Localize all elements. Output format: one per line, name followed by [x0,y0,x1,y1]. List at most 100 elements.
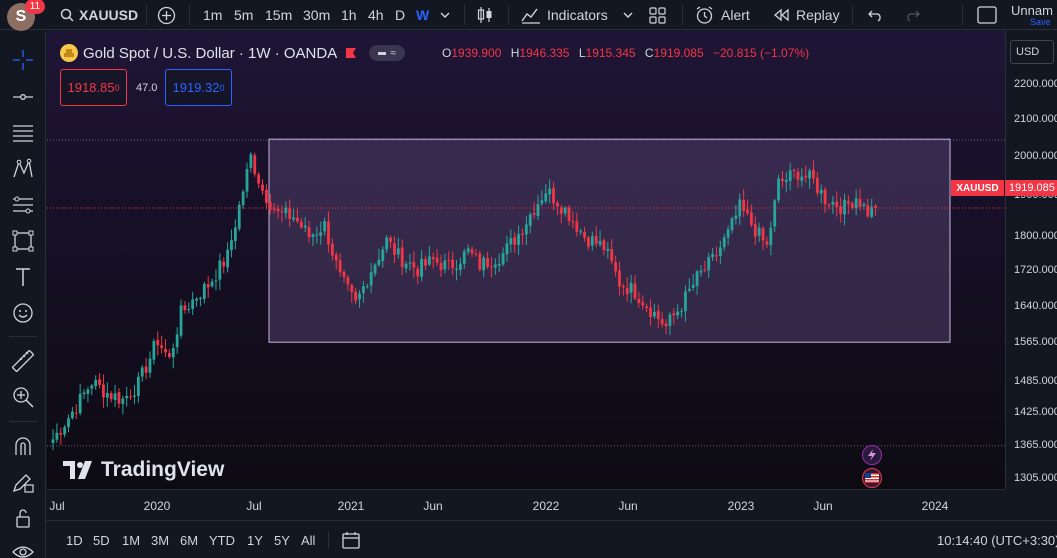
fib-tool[interactable] [9,119,37,147]
timeframe-4h[interactable]: 4h [368,7,384,23]
buy-button[interactable]: 1919.32 0 [165,69,232,106]
range-1y[interactable]: 1Y [247,533,263,548]
range-3m[interactable]: 3M [151,533,170,548]
candle-body [280,211,284,213]
measure-tool[interactable] [9,347,37,375]
candle-body [781,178,784,182]
timeframe-5m[interactable]: 5m [234,7,254,23]
change-value: −20.815 (−1.07%) [713,46,810,60]
icons-tool[interactable] [9,299,37,327]
range-ytd[interactable]: YTD [209,533,235,548]
candle-body [835,201,839,208]
range-1d[interactable]: 1D [66,533,83,548]
magnet-tool[interactable] [9,432,37,460]
pattern-tool[interactable] [9,155,37,183]
timeframe-15m[interactable]: 15m [265,7,293,23]
candle-body [637,298,641,304]
go-to-date-button[interactable] [342,531,360,552]
candle-body [548,188,552,195]
candle-body [641,302,645,306]
select-layout-checkbox[interactable] [977,0,997,30]
timeframe-d[interactable]: D [395,7,406,23]
lightning-button[interactable] [862,445,882,465]
sell-button[interactable]: 1918.85 0 [60,69,127,106]
candle-body [373,264,377,274]
candle-body [532,213,536,215]
time-axis[interactable]: Jul 2020 Jul 2021 Jun 2022 Jun 2023 Jun … [47,489,1005,519]
range-5d[interactable]: 5D [93,533,110,548]
candle-body [540,200,544,204]
legend-title[interactable]: Gold Spot / U.S. Dollar · 1W · OANDA [83,44,338,62]
candle-body [144,366,148,373]
timeframe-dropdown[interactable] [440,0,450,30]
indicators-button[interactable]: Indicators [521,0,608,30]
last-price-label: 1919.085 [1005,180,1057,196]
candle-body [377,259,381,266]
layout-name[interactable]: Unnam [1011,3,1053,18]
flag-icon[interactable] [345,47,357,59]
candle-body [296,217,299,222]
candle-body [552,187,555,204]
candle-body [610,249,614,262]
range-5y[interactable]: 5Y [274,533,290,548]
range-6m[interactable]: 6M [180,533,199,548]
lock-drawings-tool[interactable] [9,504,37,532]
pattern-icon [13,158,33,178]
timeframe-1h[interactable]: 1h [341,7,357,23]
alert-button[interactable]: Alert [695,0,750,30]
currency-selector[interactable]: USD [1010,40,1054,64]
candle-body [563,207,567,214]
watermark-text: TradingView [101,458,225,481]
save-status[interactable]: Save [1030,17,1051,27]
candle-body [358,293,361,300]
price-tick: 1720.000 [1014,264,1057,276]
chart-type-button[interactable] [476,0,494,30]
timeframe-w[interactable]: W [416,7,430,23]
grid-icon [649,6,666,24]
candle-body [590,236,594,246]
text-tool[interactable] [9,263,37,291]
shapes-tool[interactable] [9,227,37,255]
price-tick: 1305.000 [1014,472,1057,484]
price-tick: 1800.000 [1014,230,1057,242]
candle-body [649,307,652,317]
candle-body [98,379,101,385]
price-scale[interactable]: USD 2200.000 2100.000 2000.000 1900.000 … [1005,31,1057,489]
layout-templates-button[interactable] [649,0,666,30]
ruler-icon [12,350,34,372]
range-all[interactable]: All [301,533,316,548]
candle-body [524,224,528,235]
timeframe-30m[interactable]: 30m [303,7,331,23]
indicators-dropdown[interactable] [623,0,633,30]
prediction-tool[interactable] [9,191,37,219]
alert-label: Alert [721,7,750,23]
economic-events-button[interactable] [862,468,882,488]
replay-button[interactable]: Replay [773,0,840,30]
candle-body [362,286,365,294]
alarm-clock-icon [696,5,713,24]
symbol-search-button[interactable]: XAUUSD [60,0,138,30]
crosshair-tool[interactable] [9,46,37,74]
hide-drawings-tool[interactable] [9,538,37,558]
candle-body [653,311,656,317]
compare-button[interactable] [157,0,176,30]
drawing-mode-tool[interactable] [9,468,37,496]
candle-body [218,260,222,280]
clock-timezone[interactable]: 10:14:40 (UTC+3:30) [937,533,1057,548]
redo-button[interactable] [904,0,920,30]
candle-body [338,260,342,273]
trend-line-tool[interactable] [9,83,37,111]
price-tick: 1365.000 [1014,439,1057,451]
chart-pane[interactable] [47,31,1005,489]
candle-body [815,177,819,193]
zoom-in-tool[interactable] [9,383,37,411]
candle-body [625,287,629,295]
candle-body [629,282,633,293]
legend-visibility-toggle[interactable]: ≈ [369,45,406,61]
timeframe-1m[interactable]: 1m [203,7,223,23]
range-1m[interactable]: 1M [122,533,141,548]
undo-button[interactable] [868,0,884,30]
candle-body [427,256,431,265]
candle-body [311,234,315,237]
symbol-legend: Gold Spot / U.S. Dollar · 1W · OANDA ≈ [60,44,406,62]
